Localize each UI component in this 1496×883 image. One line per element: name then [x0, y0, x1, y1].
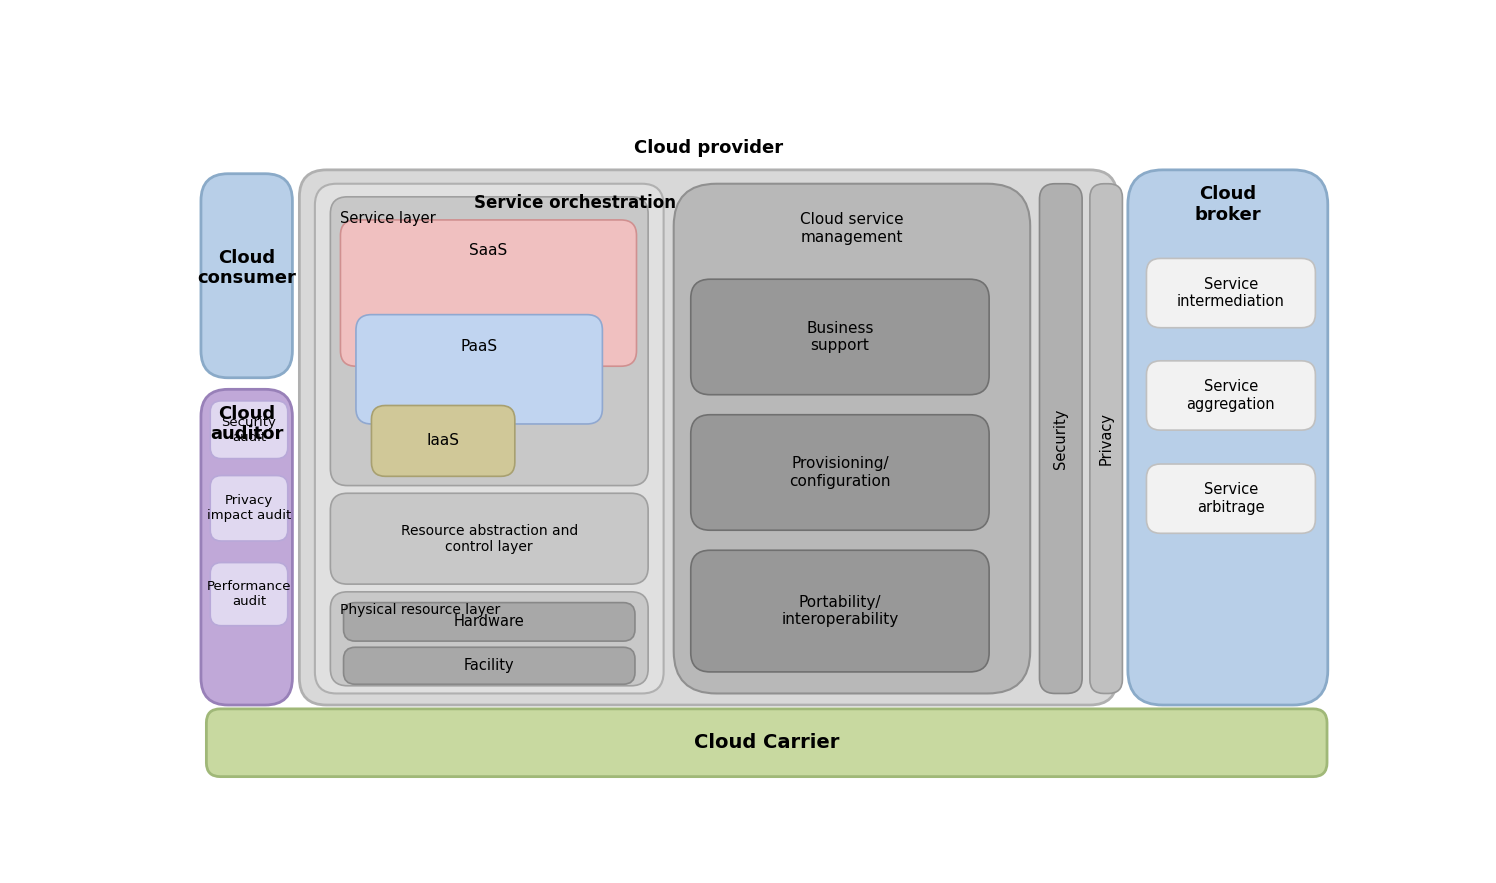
Text: Cloud provider: Cloud provider — [634, 140, 782, 157]
FancyBboxPatch shape — [1146, 259, 1315, 328]
FancyBboxPatch shape — [371, 405, 515, 476]
Text: Performance
audit: Performance audit — [206, 580, 292, 608]
Text: Service
aggregation: Service aggregation — [1186, 380, 1275, 411]
Text: Cloud Carrier: Cloud Carrier — [694, 733, 839, 752]
Text: Business
support: Business support — [806, 321, 874, 353]
FancyBboxPatch shape — [1146, 361, 1315, 430]
FancyBboxPatch shape — [344, 602, 634, 641]
FancyBboxPatch shape — [341, 220, 636, 366]
Text: Service
arbitrage: Service arbitrage — [1197, 482, 1264, 515]
Text: SaaS: SaaS — [470, 243, 507, 258]
Text: Privacy: Privacy — [1098, 412, 1113, 465]
FancyBboxPatch shape — [356, 314, 603, 424]
FancyBboxPatch shape — [331, 197, 648, 486]
FancyBboxPatch shape — [200, 174, 292, 378]
Text: Security
audit: Security audit — [221, 416, 277, 444]
FancyBboxPatch shape — [691, 415, 989, 530]
FancyBboxPatch shape — [1146, 464, 1315, 533]
FancyBboxPatch shape — [206, 709, 1327, 777]
FancyBboxPatch shape — [344, 647, 634, 684]
Text: Security: Security — [1053, 409, 1068, 469]
FancyBboxPatch shape — [1040, 184, 1082, 693]
Text: Hardware: Hardware — [453, 615, 525, 630]
FancyBboxPatch shape — [331, 494, 648, 585]
Text: Provisioning/
configuration: Provisioning/ configuration — [790, 457, 890, 488]
FancyBboxPatch shape — [299, 170, 1118, 705]
FancyBboxPatch shape — [691, 279, 989, 395]
FancyBboxPatch shape — [331, 592, 648, 686]
Text: Cloud
consumer: Cloud consumer — [197, 249, 296, 288]
Text: Cloud service
management: Cloud service management — [800, 212, 904, 245]
Text: IaaS: IaaS — [426, 434, 459, 449]
FancyBboxPatch shape — [1091, 184, 1122, 693]
FancyBboxPatch shape — [211, 401, 287, 458]
FancyBboxPatch shape — [211, 476, 287, 541]
FancyBboxPatch shape — [314, 184, 664, 693]
Text: Facility: Facility — [464, 658, 515, 673]
Text: Service
intermediation: Service intermediation — [1177, 277, 1285, 309]
FancyBboxPatch shape — [211, 562, 287, 626]
FancyBboxPatch shape — [1128, 170, 1328, 705]
Text: Service orchestration: Service orchestration — [474, 194, 676, 212]
Text: Cloud
auditor: Cloud auditor — [209, 404, 283, 443]
FancyBboxPatch shape — [673, 184, 1031, 693]
Text: Privacy
impact audit: Privacy impact audit — [206, 494, 292, 522]
Text: Resource abstraction and
control layer: Resource abstraction and control layer — [401, 524, 577, 554]
FancyBboxPatch shape — [691, 550, 989, 672]
Text: Service layer: Service layer — [340, 211, 435, 226]
Text: Cloud
broker: Cloud broker — [1194, 185, 1261, 224]
FancyBboxPatch shape — [200, 389, 292, 705]
Text: Portability/
interoperability: Portability/ interoperability — [781, 595, 899, 627]
Text: PaaS: PaaS — [461, 339, 498, 354]
Text: Physical resource layer: Physical resource layer — [340, 603, 500, 617]
